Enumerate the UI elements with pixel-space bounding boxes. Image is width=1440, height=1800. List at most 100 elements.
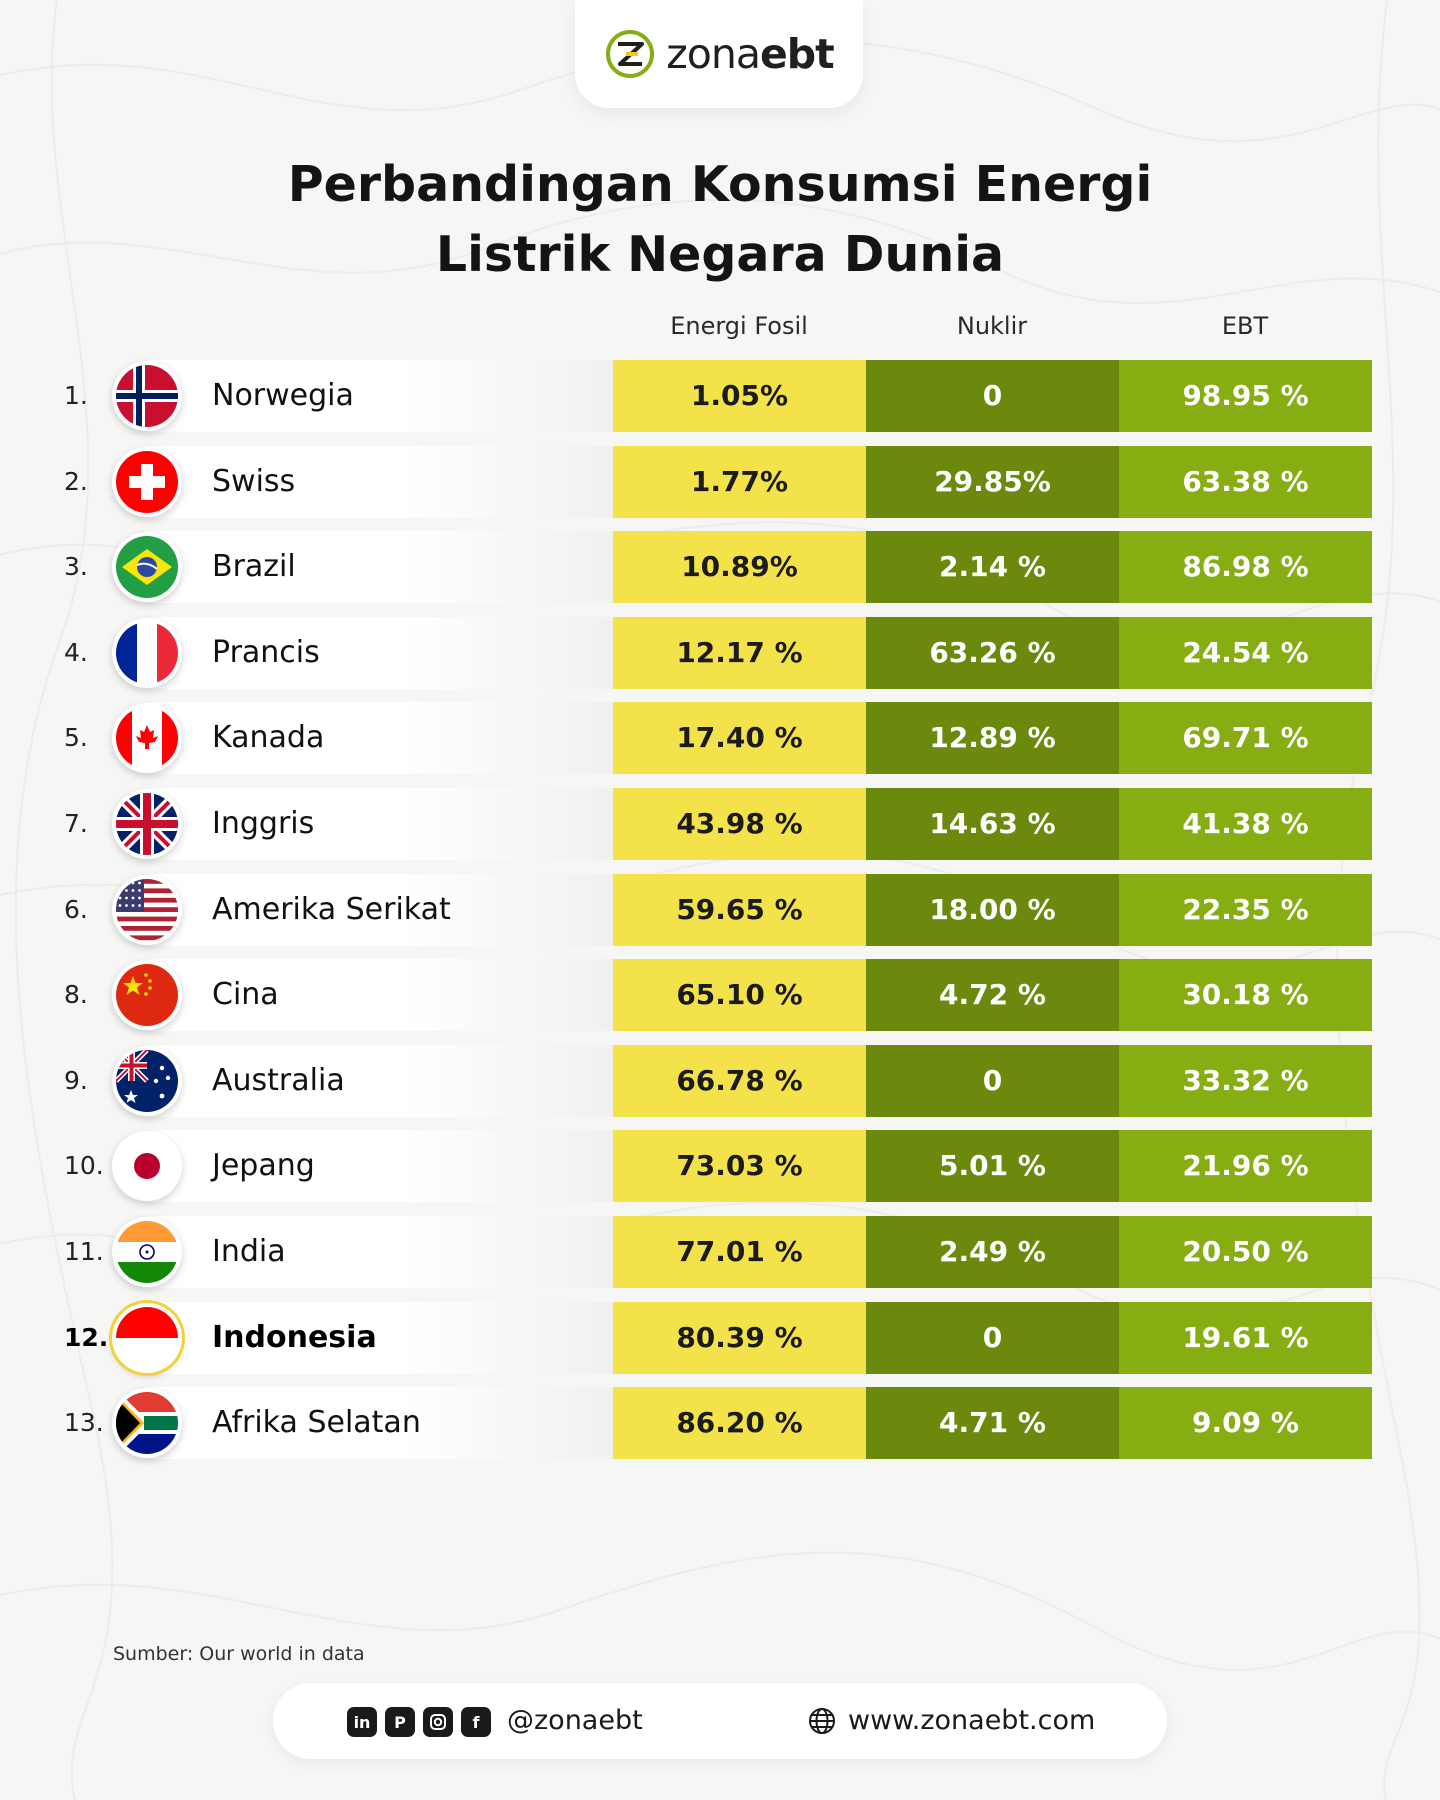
rank-number: 9. (64, 1065, 88, 1095)
title-line-2: Listrik Negara Dunia (435, 226, 1005, 283)
country-name-bar (148, 531, 614, 604)
canada-flag-icon (112, 703, 182, 774)
rank-number: 1. (64, 381, 88, 410)
globe-icon (809, 1708, 835, 1734)
rank-number: 13. (64, 1408, 104, 1438)
country-name: Swiss (212, 463, 296, 499)
country-name-bar (148, 959, 614, 1032)
logo-badge: zonaebt (575, 0, 863, 108)
ebt-value: 20.50 % (1119, 1216, 1372, 1288)
fossil-value: 59.65 % (613, 873, 866, 946)
table-row: 11. India 77.01 % 2.49 % 20.50 % (0, 1216, 1440, 1288)
column-header-nuclear: Nuklir (956, 312, 1028, 340)
country-name: India (212, 1234, 286, 1269)
nuclear-value: 29.85% (866, 445, 1119, 518)
country-name-bar (148, 1216, 614, 1288)
source-note: Sumber: Our world in data (113, 1643, 365, 1665)
nuclear-value: 2.49 % (866, 1216, 1119, 1288)
facebook-icon[interactable]: f (461, 1707, 491, 1737)
ebt-value: 98.95 % (1119, 360, 1372, 432)
fossil-value: 10.89% (613, 531, 866, 604)
country-name: Cina (212, 977, 279, 1013)
country-name-bar (148, 702, 614, 775)
nuclear-value: 0 (866, 1301, 1119, 1374)
nuclear-value: 14.63 % (866, 788, 1119, 860)
nuclear-value: 4.72 % (866, 959, 1119, 1032)
fossil-value: 86.20 % (613, 1387, 866, 1460)
fossil-value: 1.77% (613, 445, 866, 518)
fossil-value: 66.78 % (613, 1044, 866, 1117)
ebt-value: 21.96 % (1119, 1130, 1372, 1203)
brazil-flag-icon (112, 532, 182, 603)
rank-number: 11. (64, 1237, 104, 1266)
uk-flag-icon (112, 789, 182, 859)
ebt-value: 30.18 % (1119, 959, 1372, 1032)
table-row: 4. Prancis 12.17 % 63.26 % 24.54 % (0, 616, 1440, 689)
nuclear-value: 0 (866, 360, 1119, 432)
country-name: Jepang (212, 1148, 315, 1184)
nuclear-value: 2.14 % (866, 531, 1119, 604)
nuclear-value: 5.01 % (866, 1130, 1119, 1203)
fossil-value: 77.01 % (613, 1216, 866, 1288)
country-name-bar (148, 1387, 614, 1460)
ebt-value: 22.35 % (1119, 873, 1372, 946)
country-name: Norwegia (212, 378, 354, 413)
website-link[interactable]: www.zonaebt.com (848, 1705, 1096, 1736)
fossil-value: 1.05% (613, 360, 866, 432)
fossil-value: 65.10 % (613, 959, 866, 1032)
country-name-bar (148, 360, 614, 432)
table-row: 7. Inggris 43.98 % 14.63 % 41.38 % (0, 788, 1440, 860)
linkedin-icon[interactable]: in (347, 1707, 377, 1737)
norway-flag-icon (112, 361, 182, 431)
logo-wordmark: zonaebt (666, 30, 834, 78)
france-flag-icon (112, 617, 182, 688)
table-row: 12. Indonesia 80.39 % 0 19.61 % (0, 1301, 1440, 1374)
rank-number: 3. (64, 552, 88, 582)
usa-flag-icon (112, 874, 182, 945)
nuclear-value: 4.71 % (866, 1387, 1119, 1460)
fossil-value: 17.40 % (613, 702, 866, 775)
country-name: Kanada (212, 720, 325, 756)
ebt-value: 86.98 % (1119, 531, 1372, 604)
country-name: Indonesia (212, 1319, 377, 1355)
page-title: Perbandingan Konsumsi Energi Listrik Neg… (0, 150, 1440, 290)
rank-number: 7. (64, 809, 88, 838)
country-name-bar (148, 1044, 614, 1117)
country-name-bar (148, 1130, 614, 1203)
nuclear-value: 18.00 % (866, 873, 1119, 946)
ebt-value: 63.38 % (1119, 445, 1372, 518)
fossil-value: 43.98 % (613, 788, 866, 860)
rank-number: 12. (64, 1322, 109, 1352)
country-name: Brazil (212, 549, 296, 585)
nuclear-value: 63.26 % (866, 616, 1119, 689)
fossil-value: 80.39 % (613, 1301, 866, 1374)
country-name-bar (148, 616, 614, 689)
country-name-bar (148, 445, 614, 518)
country-name-bar (148, 788, 614, 860)
china-flag-icon (112, 960, 182, 1031)
pinterest-icon[interactable]: P (385, 1707, 415, 1737)
ebt-value: 69.71 % (1119, 702, 1372, 775)
ebt-value: 33.32 % (1119, 1044, 1372, 1117)
ebt-value: 41.38 % (1119, 788, 1372, 860)
instagram-icon[interactable] (423, 1707, 453, 1737)
table-row: 9. Australia 66.78 % 0 33.32 % (0, 1044, 1440, 1117)
country-name: Australia (212, 1062, 345, 1098)
table-row: 10. Jepang 73.03 % 5.01 % 21.96 % (0, 1130, 1440, 1203)
zonaebt-logo-icon (606, 30, 655, 78)
country-name: Amerika Serikat (212, 891, 451, 927)
fossil-value: 73.03 % (613, 1130, 866, 1203)
table-row: 6. Amerika Serikat 59.65 % 18.00 % 22.35 % (0, 873, 1440, 946)
table-row: 13. Afrika Selatan 86.20 % 4.71 % 9.09 % (0, 1387, 1440, 1460)
title-line-1: Perbandingan Konsumsi Energi (287, 156, 1153, 213)
table-row: 8. Cina 65.10 % 4.72 % 30.18 % (0, 959, 1440, 1032)
rank-number: 4. (64, 637, 88, 667)
social-handle[interactable]: @zonaebt (507, 1705, 643, 1736)
switzerland-flag-icon (112, 446, 182, 517)
table-row: 2. Swiss 1.77% 29.85% 63.38 % (0, 445, 1440, 518)
indonesia-flag-icon (112, 1302, 182, 1373)
social-icons: in P f (347, 1707, 491, 1737)
column-header-fossil: Energi Fosil (670, 312, 808, 340)
japan-flag-icon (112, 1131, 182, 1202)
australia-flag-icon (112, 1045, 182, 1116)
